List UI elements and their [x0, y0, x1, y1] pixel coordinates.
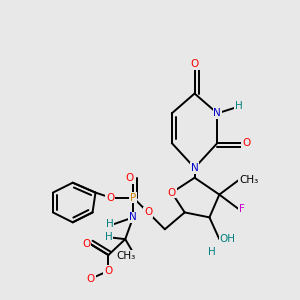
- Text: O: O: [144, 207, 152, 218]
- Text: H: H: [106, 219, 113, 229]
- Text: N: N: [191, 163, 199, 173]
- Text: H: H: [208, 247, 215, 257]
- Text: F: F: [239, 204, 245, 214]
- Text: O: O: [106, 193, 115, 202]
- Text: O: O: [125, 173, 133, 183]
- Text: CH₃: CH₃: [239, 175, 258, 185]
- Text: P: P: [130, 193, 136, 202]
- Text: N: N: [214, 108, 221, 118]
- Text: O: O: [168, 188, 176, 198]
- Text: N: N: [129, 212, 137, 222]
- Text: O: O: [82, 239, 91, 249]
- Text: O: O: [86, 274, 95, 284]
- Text: O: O: [242, 138, 250, 148]
- Text: O: O: [190, 59, 199, 69]
- Text: CH₃: CH₃: [116, 251, 135, 261]
- Text: H: H: [104, 232, 112, 242]
- Text: OH: OH: [219, 234, 236, 244]
- Text: H: H: [235, 101, 243, 111]
- Text: O: O: [104, 266, 112, 276]
